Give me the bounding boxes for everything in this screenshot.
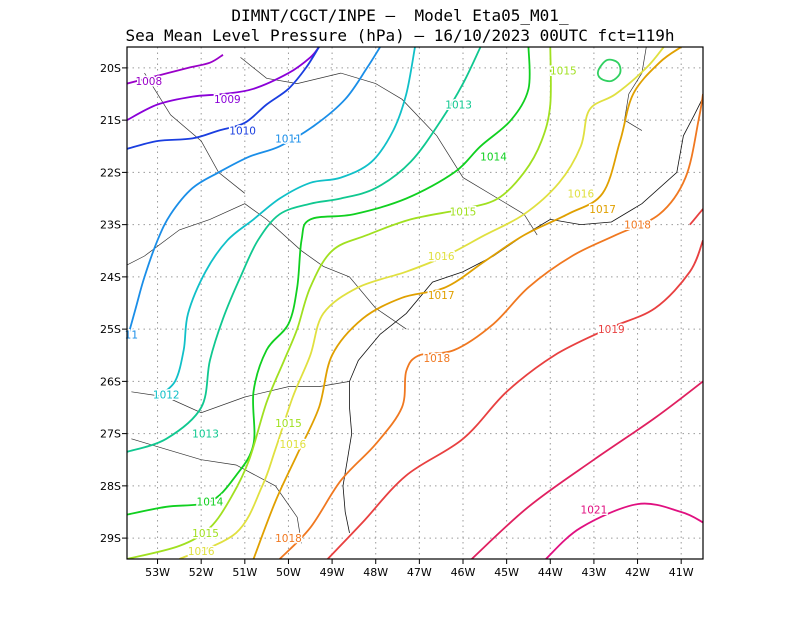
y-tick-label: 26S [100,375,121,388]
isobar-label: 1009 [214,94,241,106]
isobar-label: 1011 [275,133,302,145]
isobar-label: 1016 [188,546,215,558]
isobar-label: 1016 [428,251,455,263]
isobar-1013 [127,47,482,453]
x-tick-label: 48W [363,566,388,579]
isobar-1020 [471,380,703,559]
map-title-line-2: Sea Mean Level Pressure (hPa) – 16/10/20… [125,26,675,45]
isobar-1016 [179,47,665,559]
isobar-labels: 1008100910101011111012101310131014101410… [123,64,652,560]
isobar-label: 1008 [135,76,162,88]
x-tick-label: 46W [451,566,476,579]
isobar-1011 [127,47,381,340]
isobar-label: 1016 [567,188,594,200]
isobar-1009 [127,47,320,121]
isobar-label: 1012 [153,389,180,401]
isobar-1015 [127,47,552,559]
isobar-label: 1019 [598,324,625,336]
state-border [131,438,302,544]
y-tick-label: 28S [100,480,121,493]
x-tick-label: 53W [145,566,170,579]
x-tick-label: 44W [538,566,563,579]
isobars [127,47,703,559]
isobar-1015 [596,58,622,83]
isobar-1014 [127,47,531,516]
map-frame [126,46,704,560]
isobar-label: 1017 [428,290,455,302]
map-title-line-1: DIMNT/CGCT/INPE – Model Eta05_M01_ [231,6,569,25]
state-border [240,57,538,236]
x-tick-label: 42W [625,566,650,579]
x-tick-label: 47W [407,566,432,579]
x-tick-label: 45W [494,566,519,579]
isobar-label: 1015 [275,418,302,430]
y-tick-label: 25S [100,323,121,336]
isobar-label: 1014 [480,152,507,164]
isobar-label: 1017 [589,204,616,216]
y-tick-label: 23S [100,219,121,232]
isobar-1019 [327,239,703,559]
isobar-label: 1015 [450,207,477,219]
isobar-label: 1018 [624,220,651,232]
y-tick-label: 24S [100,271,121,284]
state-border [624,47,647,131]
y-tick-label: 21S [100,114,121,127]
isobar-label: 1018 [423,353,450,365]
isobar-label: 1013 [445,99,472,111]
y-tick-label: 20S [100,62,121,75]
state-border [144,72,246,194]
x-tick-label: 49W [320,566,345,579]
isobar-label: 1015 [192,528,219,540]
state-border [127,203,407,330]
x-tick-label: 43W [581,566,606,579]
y-tick-label: 22S [100,166,121,179]
isobar-1018 [279,93,703,559]
coastline [342,96,703,533]
isobar-label: 1016 [279,439,306,451]
isobar-label: 1018 [275,533,302,545]
isobar-1019 [689,208,703,226]
x-tick-label: 51W [232,566,257,579]
coastline-path [342,96,703,533]
longitude-ticks: 53W 52W 51W 50W 49W 48W 47W 46W 45W 44W 43W 42W 41W [145,559,694,579]
x-tick-label: 41W [669,566,694,579]
y-tick-label: 27S [100,428,121,441]
x-tick-label: 52W [189,566,214,579]
isobar-1021 [545,502,703,559]
isobar-1010 [127,47,320,150]
isobar-label: 1015 [550,66,577,78]
isobar-label: 1021 [581,504,608,516]
latitude-ticks: 20S 21S 22S 23S 24S 25S 26S 27S 28S 29S [100,62,127,545]
isobar-label: 1013 [192,429,219,441]
isobar-label: 1010 [229,126,256,138]
y-tick-label: 29S [100,532,121,545]
isobar-1017 [252,47,682,559]
x-tick-label: 50W [276,566,301,579]
state-border [131,381,350,414]
isobar-label: 1014 [197,497,224,509]
isobar-1012 [156,47,416,398]
isobar-1008 [127,54,224,85]
